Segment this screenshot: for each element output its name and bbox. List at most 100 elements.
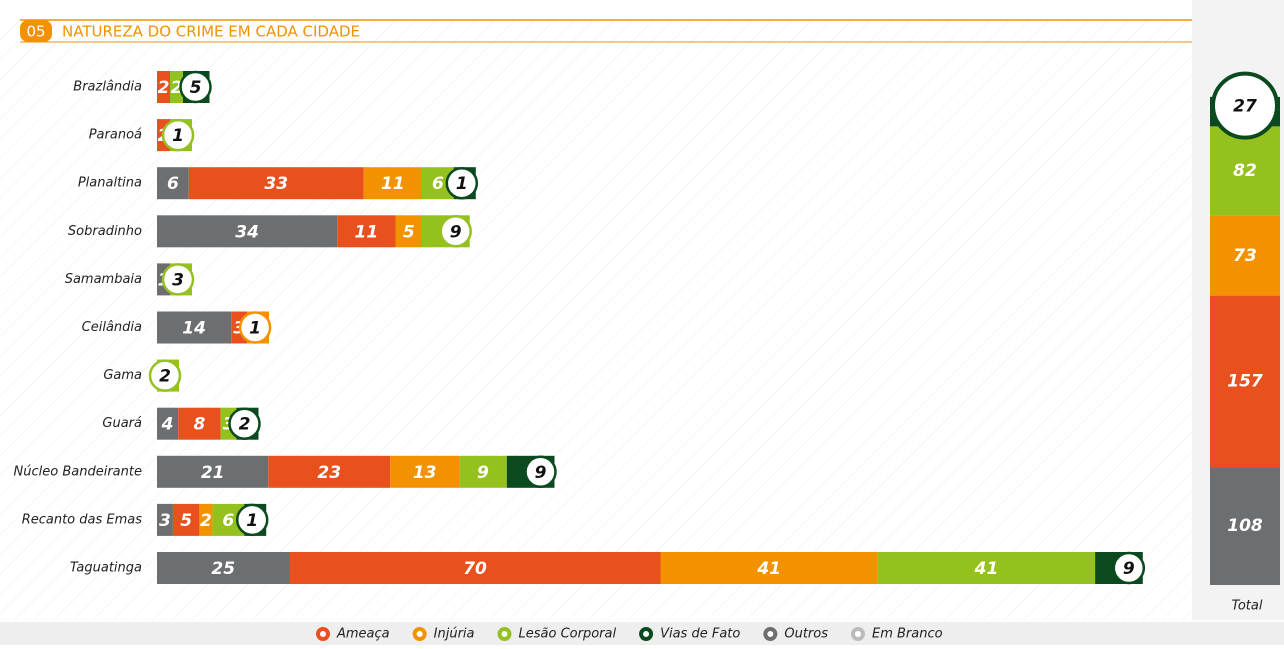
category-label: Paranoá [89, 128, 142, 143]
legend-label: Lesão Corporal [519, 627, 617, 642]
legend-label: Outros [784, 627, 828, 642]
value-label: 9 [1123, 559, 1135, 579]
end-cap [179, 70, 212, 104]
total-label: 27 [1233, 97, 1257, 117]
legend-marker [316, 627, 330, 641]
bar-segment [199, 503, 213, 536]
bar-segment [337, 215, 396, 248]
value-label: 70 [463, 559, 487, 579]
bar-segment [157, 407, 179, 440]
end-cap [1211, 71, 1279, 140]
value-label: 5 [190, 78, 202, 98]
value-label: 1 [249, 319, 261, 339]
value-label: 33 [264, 174, 288, 194]
total-label: 73 [1233, 246, 1257, 266]
category-label: Brazlândia [73, 80, 142, 95]
chart-title: NATUREZA DO CRIME EM CADA CIDADE [62, 23, 360, 41]
category-label: Núcleo Bandeirante [14, 464, 142, 479]
value-label: 5 [180, 511, 192, 531]
category-label: Recanto das Emas [22, 512, 143, 527]
bar-segment [157, 552, 290, 584]
legend-label: Injúria [434, 627, 475, 642]
bar-segment [390, 455, 460, 488]
value-label: 1 [456, 174, 468, 194]
value-label: 23 [317, 463, 341, 483]
value-label: 9 [477, 463, 489, 483]
end-cap [524, 455, 557, 489]
value-label: 41 [756, 559, 781, 579]
bar-segment [188, 167, 364, 200]
value-label: 2 [159, 367, 171, 387]
legend-marker [497, 627, 512, 641]
end-cap [161, 263, 195, 296]
end-cap [238, 311, 272, 344]
bar-segment [170, 71, 183, 103]
total-segment [1210, 467, 1280, 585]
value-label: 6 [432, 174, 444, 194]
value-label: 9 [450, 222, 462, 242]
bar-segment [268, 455, 391, 488]
end-cap [148, 359, 182, 392]
bar-segment [459, 455, 507, 488]
bar-segment [157, 503, 173, 536]
end-cap [439, 215, 472, 248]
value-label: 13 [413, 463, 437, 483]
value-label: 6 [222, 511, 234, 531]
end-cap [445, 166, 479, 200]
bar-segment [289, 552, 661, 584]
value-label: 4 [161, 415, 174, 435]
legend-marker [412, 627, 427, 641]
legend-marker [639, 627, 654, 641]
legend-label: Em Branco [872, 627, 943, 642]
bar-segment [157, 215, 338, 248]
value-label: 1 [246, 511, 258, 531]
total-caption: Total [1232, 599, 1263, 614]
legend-marker [763, 627, 778, 641]
bar-segment [157, 71, 170, 103]
end-cap [235, 503, 269, 537]
value-label: 9 [535, 463, 547, 483]
value-label: 1 [172, 126, 184, 146]
value-label: 5 [403, 222, 415, 242]
bar-segment [363, 167, 422, 200]
legend-label: Vias de Fato [660, 627, 740, 642]
value-label: 21 [201, 463, 225, 483]
value-label: 41 [974, 559, 999, 579]
value-label: 11 [355, 222, 379, 242]
category-label: Sobradinho [68, 224, 142, 239]
total-segment [1210, 126, 1280, 216]
bar-segment [877, 552, 1096, 584]
value-label: 2 [171, 78, 183, 98]
value-label: 25 [211, 559, 235, 579]
value-label: 2 [158, 78, 170, 98]
value-label: 3 [172, 270, 184, 290]
value-label: 2 [239, 415, 251, 435]
bar-segment [157, 455, 269, 488]
header-badge [20, 20, 52, 42]
value-label: 8 [193, 415, 205, 435]
value-label: 14 [182, 319, 206, 339]
bar-segment [178, 407, 221, 440]
bar-segment [660, 552, 878, 584]
total-segment [1210, 295, 1280, 468]
section-number: 05 [26, 23, 45, 41]
value-label: 3 [159, 511, 171, 531]
bar-segment [157, 311, 232, 344]
category-label: Gama [103, 368, 142, 383]
legend-label: Ameaça [336, 627, 390, 642]
total-label: 82 [1233, 161, 1257, 181]
total-segment [1210, 215, 1280, 296]
bar-segment [395, 215, 422, 248]
value-label: 34 [235, 222, 259, 242]
bar-segment [157, 167, 189, 200]
end-cap [161, 118, 195, 152]
category-label: Guará [102, 416, 142, 431]
legend-marker [850, 627, 865, 641]
category-label: Ceilândia [82, 320, 142, 335]
value-label: 11 [381, 174, 405, 194]
bar-segment [172, 503, 200, 536]
total-label: 157 [1227, 371, 1263, 391]
total-label: 108 [1227, 516, 1263, 536]
end-cap [228, 407, 261, 440]
